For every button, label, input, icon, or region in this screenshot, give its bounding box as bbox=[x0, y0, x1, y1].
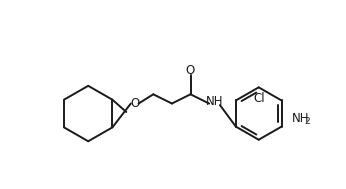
Text: 2: 2 bbox=[305, 117, 310, 126]
Text: NH: NH bbox=[206, 95, 223, 108]
Text: O: O bbox=[186, 64, 195, 77]
Text: Cl: Cl bbox=[253, 92, 264, 105]
Text: O: O bbox=[130, 97, 139, 110]
Text: NH: NH bbox=[292, 112, 310, 125]
